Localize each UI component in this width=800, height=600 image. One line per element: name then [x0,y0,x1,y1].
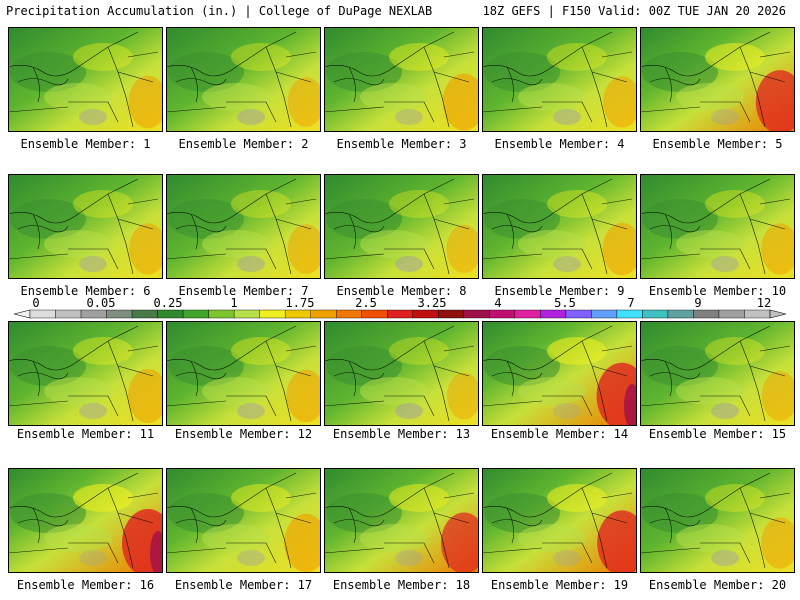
map-title: Precipitation Accumulation (in.) | Colle… [6,4,433,18]
colorbar-swatch [233,309,260,319]
ensemble-map-6 [8,174,163,279]
colorbar-swatch [131,309,158,319]
ensemble-member-label: Ensemble Member: 2 [178,137,309,151]
colorbar-tick-label: 12 [756,296,772,310]
colorbar-swatch [616,309,643,319]
colorbar-swatch [208,309,235,319]
colorbar-tick-label: 5.5 [554,296,576,310]
colorbar-tick-label: 0.25 [153,296,183,310]
ensemble-member-label: Ensemble Member: 1 [20,137,151,151]
ensemble-member-label: Ensemble Member: 13 [332,427,471,441]
colorbar-swatch [438,309,464,319]
colorbar-swatch [55,309,82,319]
colorbar-tick-label: 9 [694,296,702,310]
ensemble-map-12 [166,321,321,426]
ensemble-map-15 [640,321,795,426]
ensemble-map-3 [324,27,479,132]
ensemble-map-7 [166,174,321,279]
ensemble-member-label: Ensemble Member: 5 [652,137,783,151]
colorbar-tick-label: 1 [230,296,238,310]
colorbar-swatch [540,309,567,319]
ensemble-member-label: Ensemble Member: 8 [336,284,467,298]
colorbar-swatch [182,309,209,319]
colorbar-swatch [591,309,618,319]
ensemble-member-label: Ensemble Member: 4 [494,137,625,151]
colorbar-swatch [336,309,362,319]
ensemble-member-label: Ensemble Member: 16 [16,578,155,592]
colorbar-swatch [693,309,720,319]
colorbar-tick-label: 1.75 [285,296,315,310]
ensemble-member-label: Ensemble Member: 15 [648,427,787,441]
ensemble-map-20 [640,468,795,573]
ensemble-member-label: Ensemble Member: 7 [178,284,309,298]
ensemble-member-label: Ensemble Member: 19 [490,578,629,592]
ensemble-map-8 [324,174,479,279]
colorbar-swatch [29,309,56,319]
colorbar-swatch [80,309,107,319]
ensemble-member-label: Ensemble Member: 18 [332,578,471,592]
colorbar-swatch [463,309,490,319]
colorbar-swatch [667,309,694,319]
colorbar-swatch [361,309,388,319]
colorbar-swatch [565,309,592,319]
ensemble-map-2 [166,27,321,132]
ensemble-member-label: Ensemble Member: 6 [20,284,151,298]
ensemble-map-1 [8,27,163,132]
ensemble-member-label: Ensemble Member: 10 [648,284,787,298]
colorbar-swatch [259,309,286,319]
ensemble-map-10 [640,174,795,279]
ensemble-map-13 [324,321,479,426]
ensemble-map-18 [324,468,479,573]
ensemble-member-label: Ensemble Member: 14 [490,427,629,441]
ensemble-map-16 [8,468,163,573]
ensemble-map-17 [166,468,321,573]
colorbar-tick-label: 0.05 [86,296,116,310]
colorbar-swatch [157,309,184,319]
ensemble-member-label: Ensemble Member: 17 [174,578,313,592]
ensemble-member-label: Ensemble Member: 3 [336,137,467,151]
ensemble-member-label: Ensemble Member: 11 [16,427,155,441]
ensemble-map-9 [482,174,637,279]
colorbar-tick-label: 2.5 [355,296,377,310]
run-valid-time: 18Z GEFS | F150 Valid: 00Z TUE JAN 20 20… [482,4,786,18]
ensemble-map-14 [482,321,637,426]
colorbar-tick-label: 3.25 [417,296,447,310]
colorbar-swatch [387,309,413,319]
colorbar-swatch [514,309,541,319]
ensemble-member-label: Ensemble Member: 12 [174,427,313,441]
ensemble-map-4 [482,27,637,132]
colorbar-swatch [744,309,771,319]
ensemble-member-label: Ensemble Member: 20 [648,578,787,592]
ensemble-map-11 [8,321,163,426]
colorbar-tick-label: 0 [32,296,40,310]
colorbar-tick-label: 4 [494,296,502,310]
colorbar-swatch [106,309,133,319]
colorbar-swatch [412,309,439,319]
colorbar-tick-label: 7 [627,296,635,310]
colorbar-swatch [284,309,311,319]
precip-colorbar [13,309,787,319]
colorbar-swatch [310,309,337,319]
ensemble-map-5 [640,27,795,132]
colorbar-left-arrow [13,309,31,319]
ensemble-member-label: Ensemble Member: 9 [494,284,625,298]
colorbar-swatch [489,309,516,319]
colorbar-swatch [642,309,669,319]
colorbar-right-arrow [769,309,787,319]
colorbar-swatch [718,309,745,319]
ensemble-map-19 [482,468,637,573]
